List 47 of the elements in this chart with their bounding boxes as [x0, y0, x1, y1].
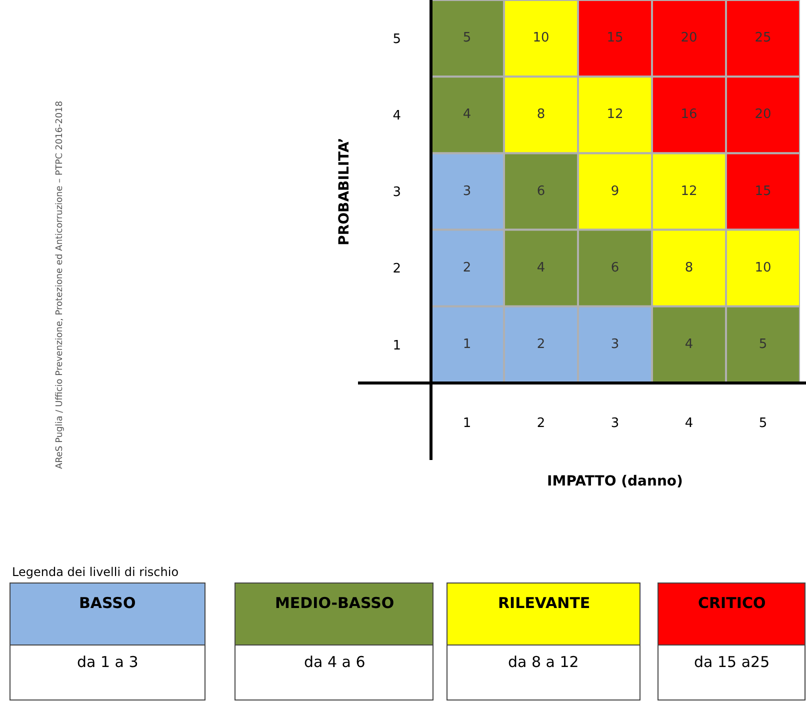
- text: da 1 a 3: [77, 653, 138, 671]
- data-label: 12: [680, 184, 698, 199]
- data-label: 6: [610, 260, 620, 276]
- category-label: MEDIO-BASSO: [275, 594, 394, 612]
- text: AReS Puglia / Ufficio Prevenzione, Protezione ed Anticorruzione – PTPC 2016-2018: [55, 100, 65, 469]
- text: Legenda dei livelli di rischio: [12, 565, 179, 579]
- data-label: 4: [536, 260, 546, 276]
- data-label: 25: [754, 30, 772, 46]
- data-label: 2: [536, 336, 546, 352]
- y-tick-label: 4: [392, 108, 401, 124]
- text: da 15 a25: [694, 653, 770, 671]
- text: da 8 a 12: [508, 653, 579, 671]
- x-tick-label: 3: [610, 416, 620, 431]
- x-tick-label: 4: [684, 416, 694, 431]
- data-label: 1: [462, 336, 472, 352]
- category-label: RILEVANTE: [498, 594, 590, 612]
- data-label: 8: [684, 260, 694, 276]
- data-label: 5: [462, 30, 472, 46]
- y-axis-title: PROBABILITA’: [336, 138, 352, 246]
- data-label: 4: [462, 107, 472, 122]
- category-label: CRITICO: [698, 594, 766, 612]
- data-label: 10: [754, 260, 772, 276]
- x-tick-label: 1: [462, 416, 472, 431]
- x-axis-title: IMPATTO (danno): [547, 473, 683, 490]
- data-label: 8: [536, 107, 546, 122]
- data-label: 3: [610, 336, 620, 352]
- data-label: 2: [462, 260, 472, 276]
- data-label: 6: [536, 184, 546, 199]
- data-label: 20: [754, 107, 772, 122]
- data-label: 12: [606, 107, 624, 122]
- data-label: 5: [758, 336, 768, 352]
- y-tick-label: 3: [392, 185, 401, 200]
- y-tick-label: 1: [392, 338, 401, 354]
- data-label: 15: [754, 184, 772, 199]
- x-tick-label: 5: [758, 416, 768, 431]
- data-label: 20: [680, 30, 698, 46]
- data-label: 16: [680, 107, 698, 122]
- data-label: 10: [532, 30, 550, 46]
- x-tick-label: 2: [536, 416, 546, 431]
- data-label: 9: [610, 184, 620, 199]
- data-label: 4: [684, 336, 694, 352]
- data-label: 3: [462, 184, 472, 199]
- data-label: 15: [606, 30, 624, 46]
- text: da 4 a 6: [304, 653, 366, 671]
- category-label: BASSO: [79, 594, 136, 612]
- y-tick-label: 5: [392, 32, 401, 47]
- y-tick-label: 2: [392, 262, 401, 277]
